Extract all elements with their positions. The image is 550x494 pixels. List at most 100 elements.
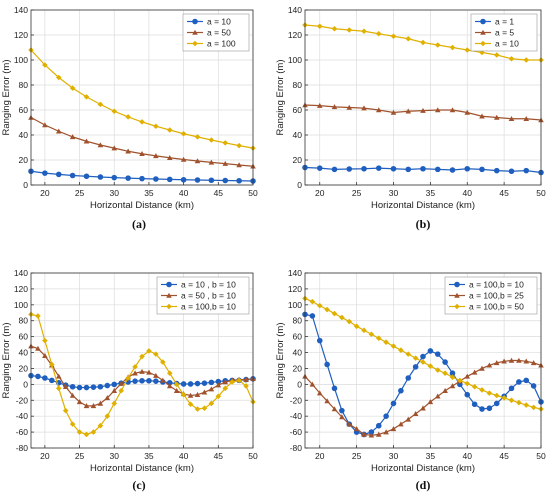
legend-label: a = 100 [207,39,236,49]
x-tick-label: 30 [110,451,120,461]
data-point [375,431,382,437]
data-point [309,313,316,319]
data-point [69,392,76,398]
data-point [434,367,441,373]
series-2 [28,343,256,409]
data-point [405,375,412,381]
y-tick-label: 100 [14,55,28,65]
data-point [194,380,201,387]
data-point [83,94,90,100]
y-tick-label: 120 [288,284,302,294]
data-point [471,401,478,408]
y-tick-label: 40 [293,130,303,140]
legend-label: a = 100,b = 50 [469,302,524,312]
legend-marker [480,18,486,25]
legend-marker [454,281,460,288]
data-point [346,421,353,427]
data-point [42,122,48,128]
data-point [449,383,456,389]
data-point [493,52,500,58]
y-axis-label: Ranging Error (m) [1,59,12,135]
data-point [83,384,90,391]
panel-caption: (b) [416,217,431,231]
data-point [222,379,229,385]
data-point [398,347,404,353]
data-point [97,383,104,390]
y-tick-label: 80 [293,316,303,326]
legend-label: a = 100,b = 10 [469,280,524,290]
data-point [316,102,323,108]
data-point [434,351,441,357]
legend-marker [454,292,460,298]
data-point [153,176,159,182]
data-point [180,130,187,137]
x-tick-label: 35 [426,188,436,198]
data-point [383,429,389,435]
series-2 [302,357,544,438]
legend-label: a = 10 [207,17,231,27]
data-point [194,391,201,397]
data-point [375,30,382,37]
x-tick-label: 45 [214,188,224,198]
x-tick-label: 20 [315,451,325,461]
x-tick-label: 40 [463,188,473,198]
data-point [208,379,215,386]
chart-1: 20 25 30 35 40 45 50 0 20 40 60 80 100 120 140 Horizont… [1,5,258,231]
data-point [324,306,330,313]
data-point [153,351,159,357]
data-point [215,382,222,388]
data-point [316,165,323,171]
y-tick-label: 60 [19,332,29,342]
legend: a = 100,b = 10a = 100,b = 25a = 100,b = … [444,276,538,315]
data-point [361,28,367,35]
data-point [139,377,145,384]
data-point [457,377,463,384]
data-point [160,359,166,365]
data-point [111,108,118,115]
data-point [309,381,316,387]
data-point [187,392,194,398]
data-point [173,381,180,388]
y-tick-label: 120 [288,30,302,40]
legend-marker [166,303,172,310]
legend-label: a = 10 [495,39,519,49]
x-tick-label: 35 [144,188,154,198]
data-point [187,401,194,408]
data-point [339,407,345,414]
legend-marker [166,281,172,288]
data-point [201,405,208,412]
data-point [530,360,537,366]
data-point [180,176,187,183]
y-tick-label: 0 [297,180,302,190]
data-point [405,166,412,173]
legend-marker [192,29,198,35]
data-point [222,140,229,146]
data-point [160,377,166,383]
data-point [69,383,76,390]
data-point [139,150,145,156]
data-point [35,313,41,319]
data-point [97,142,104,148]
axes-box [30,9,254,186]
legend-label: a = 5 [495,28,514,38]
y-tick-label: 0 [23,180,28,190]
y-tick-label: 60 [19,105,29,115]
data-point [479,113,485,119]
data-point [146,348,152,354]
data-point [118,380,124,386]
data-point [111,387,118,393]
data-point [104,395,111,401]
y-tick-label: -20 [290,395,303,405]
data-point [62,383,69,389]
y-tick-label: -40 [290,411,303,421]
chart-2: 20 25 30 35 40 45 50 0 20 40 60 80 100 120 140 Horizont… [275,5,546,231]
y-tick-label: 80 [19,316,29,326]
data-point [368,432,375,438]
data-point [375,165,382,171]
data-point [412,355,419,361]
data-point [49,377,55,384]
data-point [479,49,485,56]
axes-box [304,272,542,449]
data-point [324,361,330,368]
